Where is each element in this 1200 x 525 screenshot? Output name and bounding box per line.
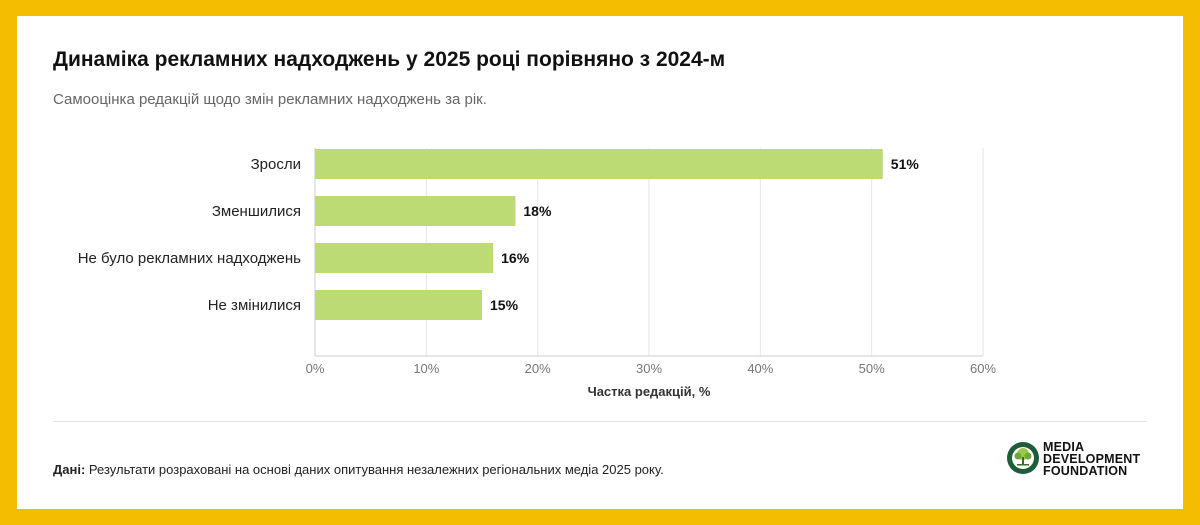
logo-text: MEDIA DEVELOPMENT FOUNDATION — [1043, 440, 1141, 478]
source-label: Дані: — [53, 462, 86, 477]
logo-line-2: DEVELOPMENT — [1043, 452, 1141, 466]
x-tick-label-40: 40% — [747, 361, 773, 376]
bar-3 — [315, 243, 494, 273]
value-label-4: 15% — [490, 297, 519, 313]
category-labels: Зросли Зменшилися Не було рекламних надход… — [78, 156, 301, 314]
category-label-3: Не було рекламних надходжень — [78, 250, 301, 267]
category-label-4: Не змінилися — [208, 297, 301, 314]
bar-2 — [315, 196, 516, 226]
footer-divider — [53, 421, 1147, 422]
category-label-2: Зменшилися — [212, 203, 301, 220]
x-axis-label: Частка редакцій, % — [588, 384, 711, 399]
x-tick-label-50: 50% — [859, 361, 885, 376]
bar-1 — [315, 149, 883, 179]
x-tick-labels: 0% 10% 20% 30% 40% 50% 60% — [306, 361, 997, 376]
bars — [315, 149, 883, 320]
x-tick-label-60: 60% — [970, 361, 996, 376]
value-label-1: 51% — [891, 156, 920, 172]
chart-card: Динаміка рекламних надходжень у 2025 роц… — [17, 16, 1183, 509]
value-label-3: 16% — [501, 250, 530, 266]
grid-lines — [314, 148, 984, 357]
logo-line-3: FOUNDATION — [1043, 464, 1128, 478]
tree-icon — [1007, 442, 1039, 474]
x-tick-label-0: 0% — [306, 361, 325, 376]
source-note: Дані: Результати розраховані на основі д… — [53, 462, 664, 477]
logo-line-1: MEDIA — [1043, 440, 1085, 454]
source-text: Результати розраховані на основі даних о… — [88, 462, 664, 477]
x-tick-label-20: 20% — [525, 361, 551, 376]
category-label-1: Зросли — [251, 156, 301, 173]
chart-subtitle: Самооцінка редакцій щодо змін рекламних … — [53, 91, 487, 108]
x-tick-label-10: 10% — [413, 361, 439, 376]
bar-4 — [315, 290, 482, 320]
value-label-2: 18% — [523, 203, 552, 219]
chart-title: Динаміка рекламних надходжень у 2025 роц… — [53, 48, 726, 71]
x-tick-label-30: 30% — [636, 361, 662, 376]
bar-chart: Зросли Зменшилися Не було рекламних надход… — [78, 148, 997, 399]
value-labels: 51% 18% 16% 15% — [490, 156, 919, 313]
